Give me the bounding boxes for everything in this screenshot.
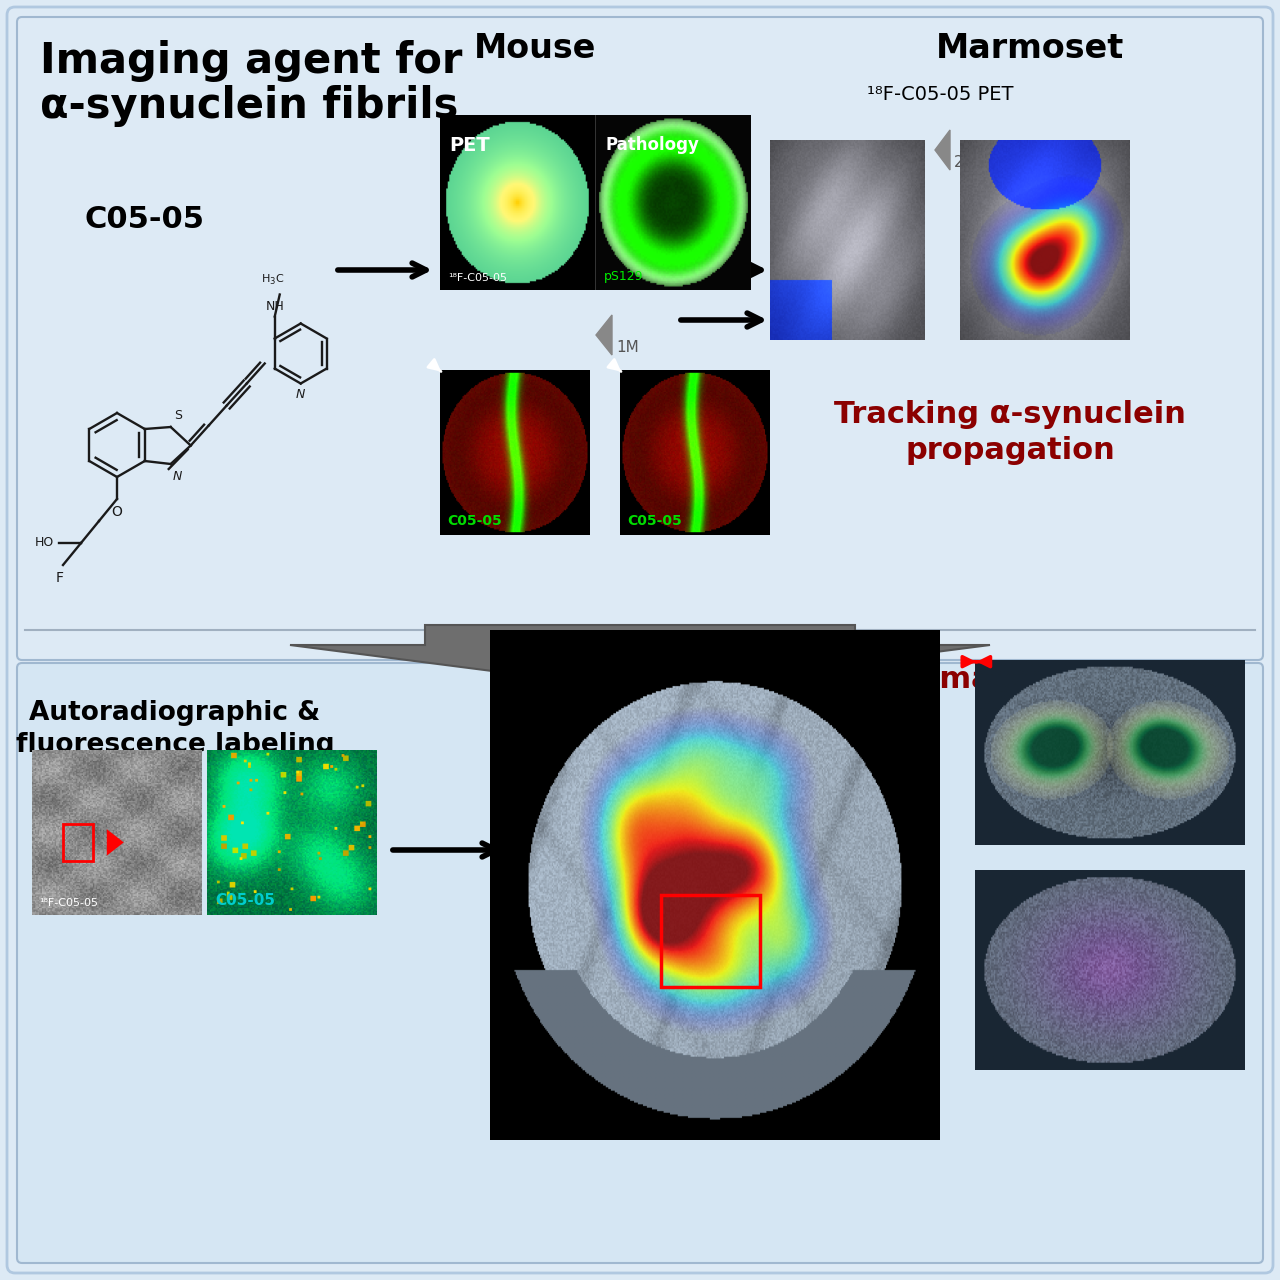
Text: S: S: [174, 410, 182, 422]
Text: PET: PET: [449, 136, 490, 155]
Text: ¹⁸F-C05-05: ¹⁸F-C05-05: [448, 273, 507, 283]
Text: C05-05: C05-05: [215, 893, 275, 909]
Text: Translation to humans: Translation to humans: [648, 666, 1032, 694]
Text: Two-photon: Two-photon: [468, 225, 641, 251]
Bar: [63, 824, 93, 860]
Bar: [594, 115, 596, 291]
Text: DLB: DLB: [141, 783, 200, 809]
Text: N: N: [173, 470, 182, 483]
Bar: [660, 895, 760, 987]
Text: C05-05: C05-05: [84, 205, 205, 234]
Text: Autoradiographic &
fluorescence labeling: Autoradiographic & fluorescence labeling: [15, 700, 334, 758]
Polygon shape: [596, 315, 612, 355]
Text: 1M: 1M: [616, 340, 639, 355]
Text: ¹⁸F-C05-05: ¹⁸F-C05-05: [38, 899, 97, 909]
Text: C05-05: C05-05: [627, 515, 682, 529]
Text: HO: HO: [35, 536, 54, 549]
Text: ¹⁸F-C05-05 PET: ¹⁸F-C05-05 PET: [621, 682, 840, 708]
Text: pS129: pS129: [604, 270, 644, 283]
FancyBboxPatch shape: [17, 17, 1263, 660]
Polygon shape: [934, 131, 950, 170]
Text: ¹⁸F-C05-05 PET: ¹⁸F-C05-05 PET: [867, 84, 1014, 104]
Text: Midbrain
PD/DLB: Midbrain PD/DLB: [1055, 682, 1166, 727]
Text: Marmoset: Marmoset: [936, 32, 1124, 65]
Text: C: C: [275, 274, 283, 284]
Text: F: F: [56, 571, 64, 585]
Text: H: H: [261, 274, 270, 284]
Text: NH: NH: [265, 301, 284, 314]
Text: Imaging agent for: Imaging agent for: [40, 40, 462, 82]
FancyBboxPatch shape: [6, 6, 1274, 1274]
Text: 3: 3: [270, 278, 275, 287]
Text: C05-05: C05-05: [448, 515, 502, 529]
Text: Pathology: Pathology: [605, 136, 699, 154]
Text: N: N: [296, 388, 306, 401]
Polygon shape: [106, 829, 124, 855]
Text: Control: Control: [1064, 812, 1156, 832]
Text: α-synuclein fibrils: α-synuclein fibrils: [40, 84, 458, 127]
Polygon shape: [291, 625, 989, 690]
Text: Tracking α-synuclein
propagation: Tracking α-synuclein propagation: [835, 399, 1187, 465]
Text: Mouse: Mouse: [474, 32, 596, 65]
Text: O: O: [111, 506, 123, 518]
FancyBboxPatch shape: [17, 663, 1263, 1263]
Text: 2M: 2M: [954, 155, 977, 170]
